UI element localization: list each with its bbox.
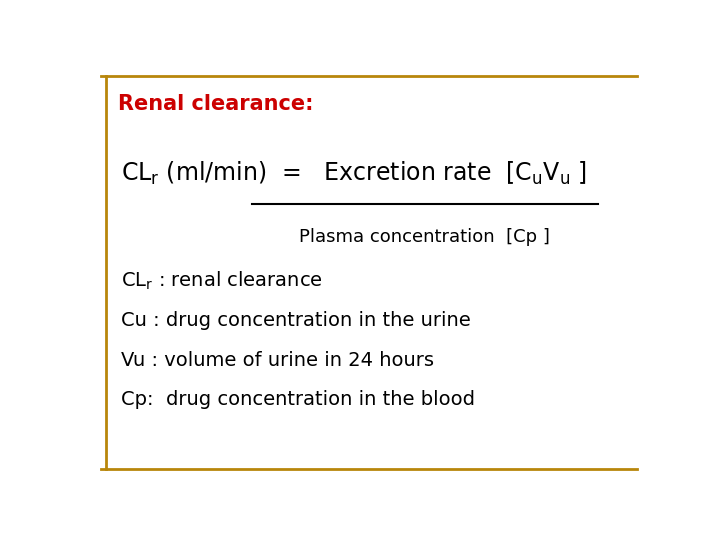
Text: Cp:  drug concentration in the blood: Cp: drug concentration in the blood — [121, 390, 474, 409]
Text: Vu : volume of urine in 24 hours: Vu : volume of urine in 24 hours — [121, 350, 433, 369]
Text: Cu : drug concentration in the urine: Cu : drug concentration in the urine — [121, 311, 470, 330]
Text: Renal clearance:: Renal clearance: — [118, 94, 313, 114]
Text: $\mathregular{CL_r}$ (ml/min)  =   Excretion rate  $\mathregular{[C_uV_u}$ ]: $\mathregular{CL_r}$ (ml/min) = Excretio… — [121, 159, 587, 186]
Text: Plasma concentration  [Cp ]: Plasma concentration [Cp ] — [300, 228, 550, 246]
Text: $\mathregular{CL_r}$ : renal clearance: $\mathregular{CL_r}$ : renal clearance — [121, 270, 323, 292]
